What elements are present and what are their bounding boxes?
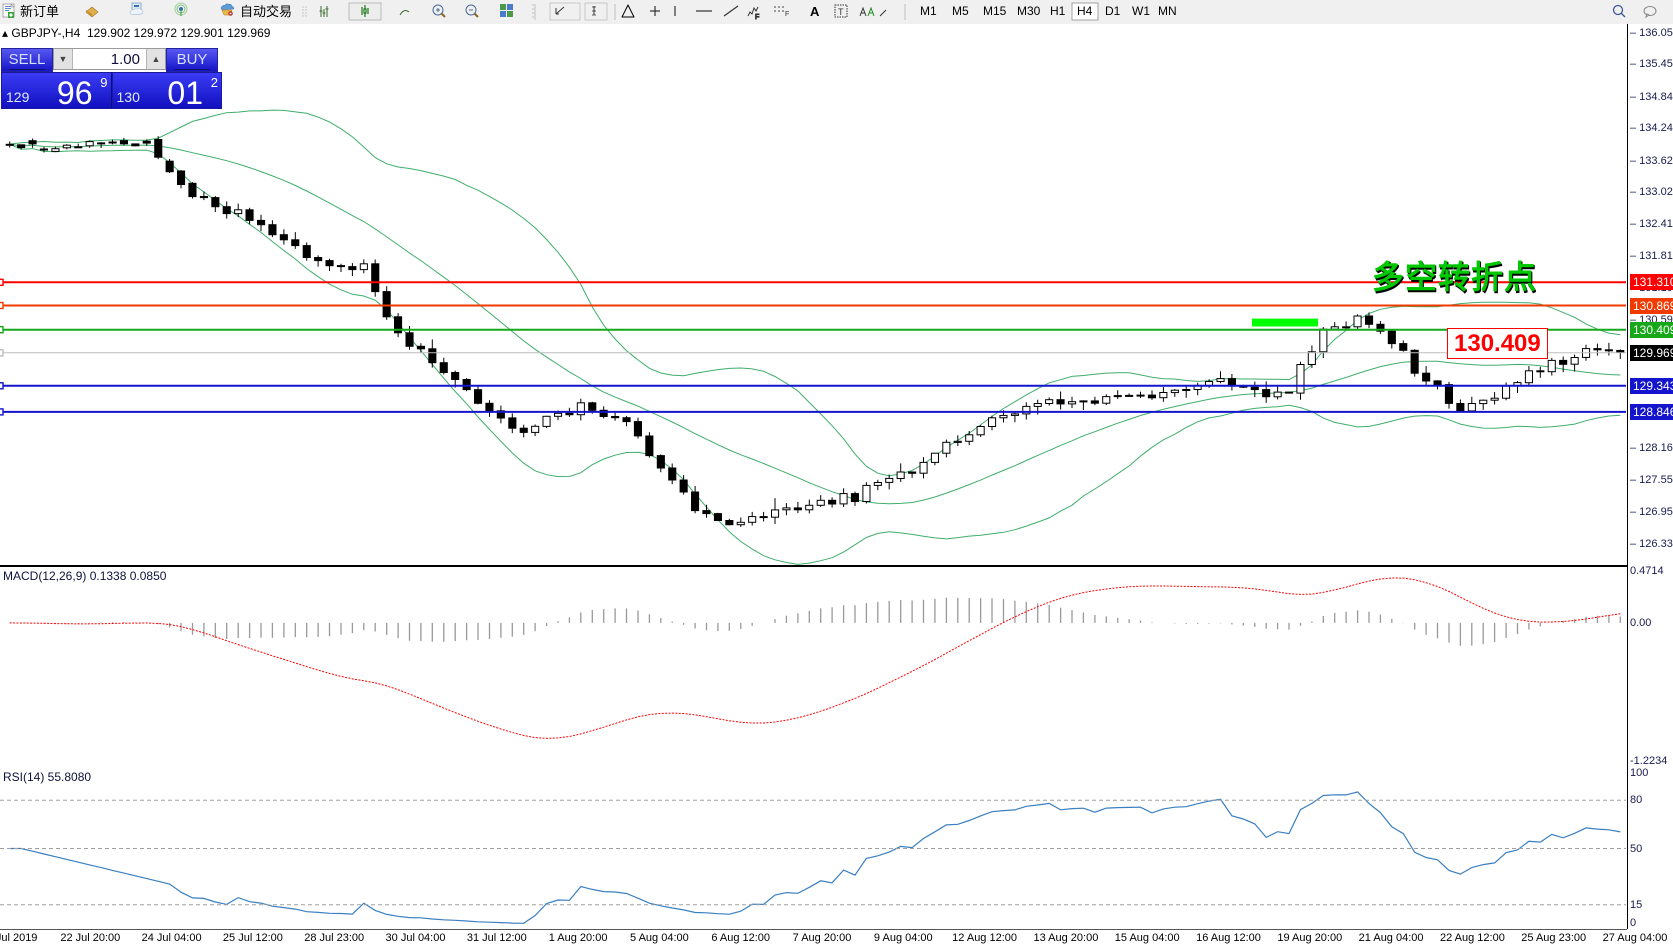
svg-text:D1: D1 bbox=[1105, 4, 1121, 18]
svg-text:F: F bbox=[755, 14, 759, 21]
svg-text:新订单: 新订单 bbox=[20, 4, 59, 19]
svg-text:F: F bbox=[785, 11, 789, 18]
svg-text:MN: MN bbox=[1158, 4, 1177, 18]
svg-text:W1: W1 bbox=[1132, 4, 1150, 18]
svg-text:M15: M15 bbox=[983, 4, 1007, 18]
svg-text:H1: H1 bbox=[1050, 4, 1066, 18]
svg-text:H4: H4 bbox=[1077, 4, 1093, 18]
svg-text:M5: M5 bbox=[952, 4, 969, 18]
svg-text:M30: M30 bbox=[1017, 4, 1041, 18]
svg-text:M1: M1 bbox=[920, 4, 937, 18]
svg-text:T: T bbox=[838, 7, 844, 17]
svg-text:A: A bbox=[810, 4, 820, 19]
svg-text:自动交易: 自动交易 bbox=[240, 4, 292, 19]
